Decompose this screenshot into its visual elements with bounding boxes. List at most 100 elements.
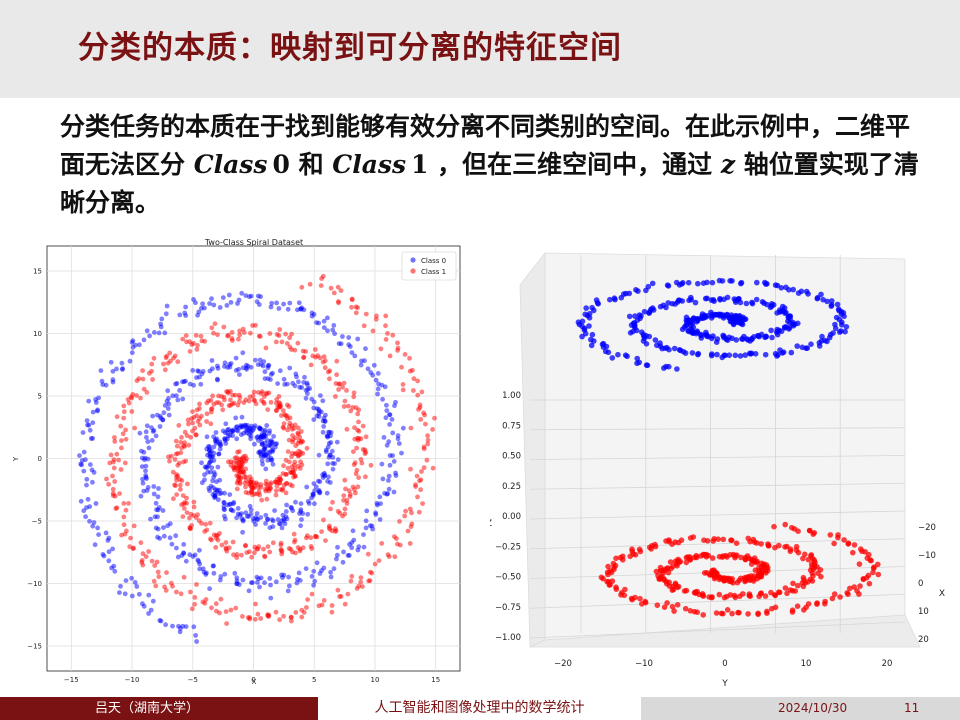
point-class1 xyxy=(310,353,316,359)
point3d-class1 xyxy=(745,611,751,617)
point-class0 xyxy=(152,330,157,335)
point3d-class0 xyxy=(749,336,755,342)
point-class0 xyxy=(145,456,151,462)
x-axis-label: X xyxy=(252,678,257,686)
point3d-class0 xyxy=(762,279,768,286)
point-class0 xyxy=(191,382,197,388)
point-class1 xyxy=(308,362,314,368)
y-tick-label-3d: 0 xyxy=(722,659,727,669)
point-class1 xyxy=(164,570,169,575)
point3d-class0 xyxy=(686,297,692,304)
point-class1 xyxy=(307,281,313,287)
point3d-class1 xyxy=(721,575,727,581)
point-class1 xyxy=(237,332,243,338)
point-class0 xyxy=(284,381,290,387)
point-class1 xyxy=(124,528,129,534)
point-class0 xyxy=(166,401,172,407)
point-class0 xyxy=(277,368,283,374)
point-class1 xyxy=(353,310,359,316)
point-class1 xyxy=(125,397,131,402)
point-class1 xyxy=(331,290,337,296)
point-class0 xyxy=(91,520,97,525)
point-class1 xyxy=(248,330,253,336)
point-class0 xyxy=(141,337,147,343)
point-class1 xyxy=(361,323,367,329)
point-class1 xyxy=(287,344,293,350)
point3d-class0 xyxy=(820,296,826,303)
point-class0 xyxy=(173,533,179,539)
point-class0 xyxy=(200,566,206,572)
point-class1 xyxy=(280,487,285,493)
point-class0 xyxy=(385,491,390,497)
point-class0 xyxy=(296,570,302,576)
point-class0 xyxy=(98,368,104,373)
point3d-class1 xyxy=(740,591,746,597)
point3d-class1 xyxy=(683,559,690,566)
point-class0 xyxy=(156,330,162,336)
point3d-class0 xyxy=(708,297,715,303)
point-class0 xyxy=(153,525,159,531)
point3d-class0 xyxy=(600,344,607,350)
point-class1 xyxy=(229,336,235,341)
point-class1 xyxy=(193,333,199,338)
z-tick-label: −1.00 xyxy=(495,633,521,643)
point3d-class1 xyxy=(793,543,800,550)
point-class1 xyxy=(338,288,344,293)
point-class0 xyxy=(269,457,275,463)
chart-title: Two-Class Spiral Dataset xyxy=(204,238,303,247)
point-class0 xyxy=(321,318,327,324)
point-class0 xyxy=(287,365,293,371)
point-class0 xyxy=(222,507,227,513)
point3d-class1 xyxy=(724,607,731,613)
point-class0 xyxy=(399,450,404,456)
point-class1 xyxy=(209,537,214,543)
z-tick-label: 0.25 xyxy=(502,482,521,492)
footer-date: 2024/10/30 xyxy=(778,701,848,715)
point-class1 xyxy=(273,488,279,494)
point-class1 xyxy=(300,451,306,456)
point-class0 xyxy=(305,499,311,504)
point3d-class0 xyxy=(713,339,720,345)
point-class1 xyxy=(290,549,295,555)
tick-labels: −15 −10 −5 0 5 10 15 −15 −10 −5 0 5 10 15 xyxy=(27,268,440,685)
point-class1 xyxy=(250,492,255,498)
point-class1 xyxy=(243,543,249,548)
point-class1 xyxy=(215,537,221,543)
point-class1 xyxy=(313,533,319,539)
point-class0 xyxy=(162,403,168,408)
point-class1 xyxy=(194,413,200,419)
point-class1 xyxy=(237,479,243,485)
point-class0 xyxy=(233,425,239,430)
point-class1 xyxy=(338,594,344,599)
point3d-class1 xyxy=(794,603,801,609)
point-class1 xyxy=(387,353,393,359)
point-class1 xyxy=(114,505,120,511)
z-tick-label: −0.75 xyxy=(495,603,521,613)
z-variable: z xyxy=(720,150,736,179)
point-class0 xyxy=(317,479,323,485)
point-class0 xyxy=(248,507,254,513)
point3d-class0 xyxy=(649,280,656,287)
point-class1 xyxy=(290,433,295,438)
point3d-class1 xyxy=(845,540,852,547)
point-class1 xyxy=(368,462,374,468)
point-class0 xyxy=(145,439,151,445)
point-class1 xyxy=(349,296,355,302)
point-class1 xyxy=(171,355,176,361)
point-class1 xyxy=(289,423,295,428)
point-class1 xyxy=(267,331,273,336)
point-class1 xyxy=(119,532,124,538)
point3d-class0 xyxy=(586,315,593,321)
point3d-class0 xyxy=(594,300,601,306)
point-class0 xyxy=(269,448,274,453)
point-class1 xyxy=(300,439,306,444)
point-class0 xyxy=(263,466,269,472)
point-class0 xyxy=(282,521,288,527)
point-class0 xyxy=(192,552,198,558)
point3d-class1 xyxy=(758,560,765,567)
point-class0 xyxy=(183,378,188,384)
point3d-class1 xyxy=(664,600,670,606)
point-class1 xyxy=(180,336,186,342)
point-class1 xyxy=(425,433,430,439)
point-class0 xyxy=(321,424,327,429)
